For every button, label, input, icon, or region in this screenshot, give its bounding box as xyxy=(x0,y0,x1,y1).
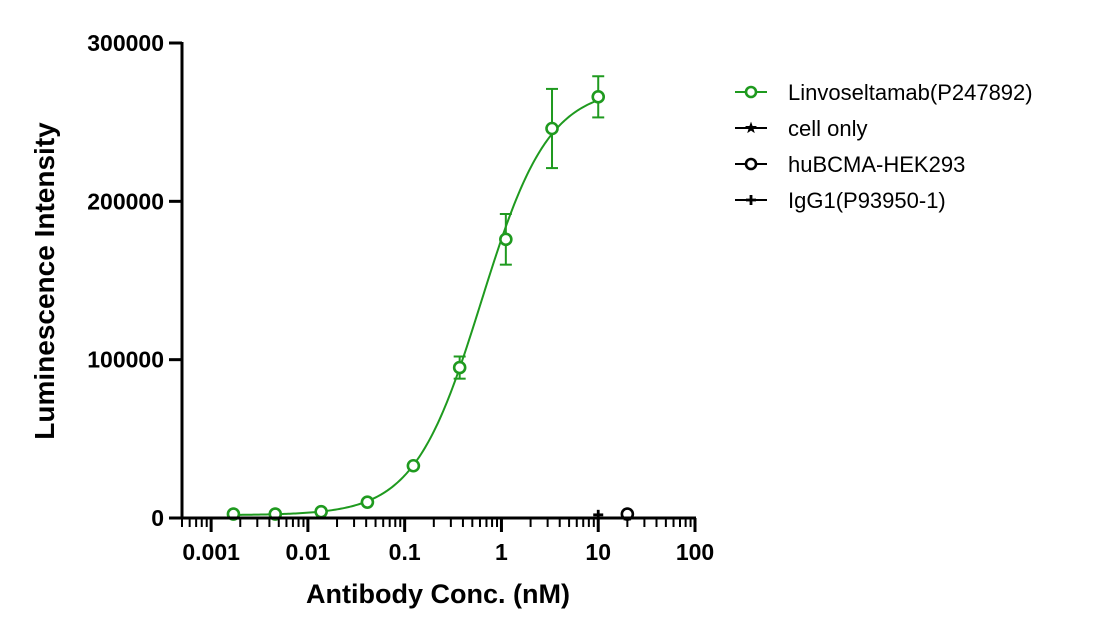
x-tick-label: 100 xyxy=(676,539,714,565)
data-point-series-0 xyxy=(499,232,513,247)
fit-curve-0 xyxy=(233,99,599,516)
y-tick-label: 200000 xyxy=(87,188,164,214)
x-tick-label: 10 xyxy=(585,539,611,565)
x-tick-label: 1 xyxy=(495,539,508,565)
y-axis-title: Luminescence Intensity xyxy=(29,122,60,440)
legend-label-3: IgG1(P93950-1) xyxy=(788,188,946,213)
data-point-series-0 xyxy=(406,458,421,473)
legend-marker-2 xyxy=(744,157,758,171)
legend-layer: Linvoseltamab(P247892) cell only huBCMA-HE… xyxy=(735,80,1033,213)
y-tick-label: 0 xyxy=(151,505,164,531)
data-point-series-0 xyxy=(545,121,559,136)
legend-label-0: Linvoseltamab(P247892) xyxy=(788,80,1033,105)
x-tick-label: 0.01 xyxy=(286,539,331,565)
data-point-series-0 xyxy=(360,495,375,509)
data-point-series-0 xyxy=(452,360,467,375)
legend-marker-3 xyxy=(746,195,756,205)
legend-marker-0 xyxy=(744,85,758,99)
x-tick-label: 0.1 xyxy=(389,539,421,565)
axis-layer: 0 100000 200000 300000 0.001 0.01 0.1 1 10 100 xyxy=(87,30,714,565)
legend-marker-1 xyxy=(744,121,758,134)
y-tick-label: 300000 xyxy=(87,30,164,56)
data-point-series-0 xyxy=(591,90,606,104)
data-point-series-0 xyxy=(314,504,328,519)
legend-label-2: huBCMA-HEK293 xyxy=(788,152,965,177)
y-tick-label: 100000 xyxy=(87,347,164,373)
x-axis-title: Antibody Conc. (nM) xyxy=(306,579,570,609)
plot-layer xyxy=(226,75,635,521)
x-tick-label: 0.001 xyxy=(182,539,240,565)
legend-label-1: cell only xyxy=(788,116,867,141)
